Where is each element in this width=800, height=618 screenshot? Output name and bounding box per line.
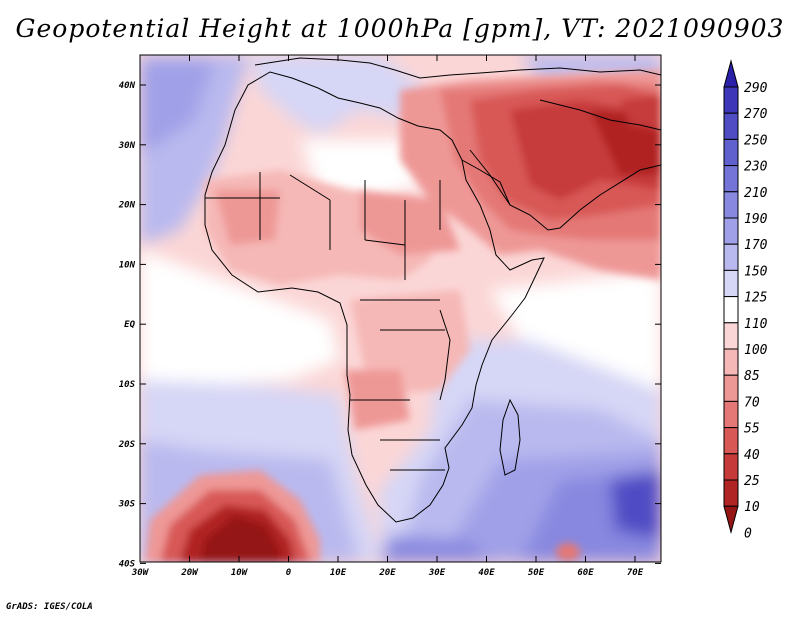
- map-frame: [139, 54, 662, 563]
- colorbar-label: 10: [744, 500, 760, 515]
- colorbar-label: 55: [744, 422, 760, 437]
- lon-label: 50E: [528, 568, 545, 578]
- colorbar-label: 290: [744, 81, 768, 96]
- colorbar-swatch: [723, 427, 739, 455]
- lat-label: 10N: [119, 260, 136, 270]
- colorbar-swatch: [723, 191, 739, 219]
- footer-credit: GrADS: IGES/COLA: [6, 602, 93, 612]
- colorbar-swatch: [723, 165, 739, 193]
- lon-label: 30W: [131, 568, 150, 578]
- colorbar-label: 210: [744, 186, 768, 201]
- colorbar-label: 85: [744, 369, 760, 384]
- height-field: [140, 55, 661, 562]
- colorbar-label: 70: [744, 395, 760, 410]
- colorbar-swatch: [723, 348, 739, 376]
- lon-label: 40E: [478, 568, 495, 578]
- lon-label: 0: [286, 568, 292, 578]
- longitude-axis: 30W 20W 10W 0 10E 20E 30E 40E 50E 60E 70E: [131, 55, 644, 578]
- lat-label: 20S: [118, 440, 136, 450]
- lat-label: 30S: [118, 500, 136, 510]
- colorbar-label: 100: [744, 343, 768, 358]
- colorbar-label: 170: [744, 238, 768, 253]
- colorbar-label: 190: [744, 212, 768, 227]
- colorbar-label: 250: [744, 133, 768, 148]
- colorbar-swatch: [723, 112, 739, 140]
- colorbar-label: 230: [744, 160, 768, 175]
- colorbar-swatch: [723, 138, 739, 167]
- chart-title: Geopotential Height at 1000hPa [gpm], VT…: [15, 14, 785, 43]
- colorbar: 2902702502302101901701501251101008570554…: [723, 59, 768, 541]
- lon-label: 30E: [428, 568, 446, 578]
- colorbar-label: 125: [744, 291, 768, 306]
- colorbar-bottom-arrow: [723, 505, 739, 535]
- colorbar-swatch: [723, 217, 739, 245]
- colorbar-swatch: [723, 296, 739, 324]
- lat-label: 40N: [119, 81, 136, 91]
- colorbar-label: 40: [744, 448, 760, 463]
- colorbar-swatch: [723, 400, 739, 429]
- colorbar-top-arrow: [723, 59, 739, 88]
- colorbar-swatch: [723, 374, 739, 402]
- lat-label: EQ: [124, 320, 135, 330]
- latitude-axis: 40N 30N 20N 10N EQ 10S 20S 30S 40S: [118, 81, 661, 569]
- lon-label: 10W: [231, 568, 249, 578]
- colorbar-swatch: [723, 479, 739, 507]
- coastlines: [204, 57, 661, 523]
- colorbar-label: 150: [744, 264, 768, 279]
- lon-label: 60E: [577, 568, 594, 578]
- colorbar-swatch: [723, 269, 739, 298]
- lon-label: 20E: [378, 568, 396, 578]
- colorbar-label: 110: [744, 317, 768, 332]
- colorbar-label: 0: [744, 526, 752, 541]
- lon-label: 20W: [180, 568, 199, 578]
- lat-label: 20N: [118, 201, 136, 211]
- colorbar-label: 25: [744, 474, 760, 489]
- colorbar-swatch: [723, 453, 739, 481]
- lat-label: 30N: [118, 141, 136, 151]
- colorbar-swatch: [723, 86, 739, 114]
- colorbar-label: 270: [744, 107, 768, 122]
- lat-label: 10S: [119, 380, 136, 390]
- lon-label: 10E: [330, 568, 347, 578]
- colorbar-swatch: [723, 322, 739, 350]
- lat-label: 40S: [119, 559, 136, 569]
- colorbar-swatch: [723, 243, 739, 271]
- lon-label: 70E: [627, 568, 644, 578]
